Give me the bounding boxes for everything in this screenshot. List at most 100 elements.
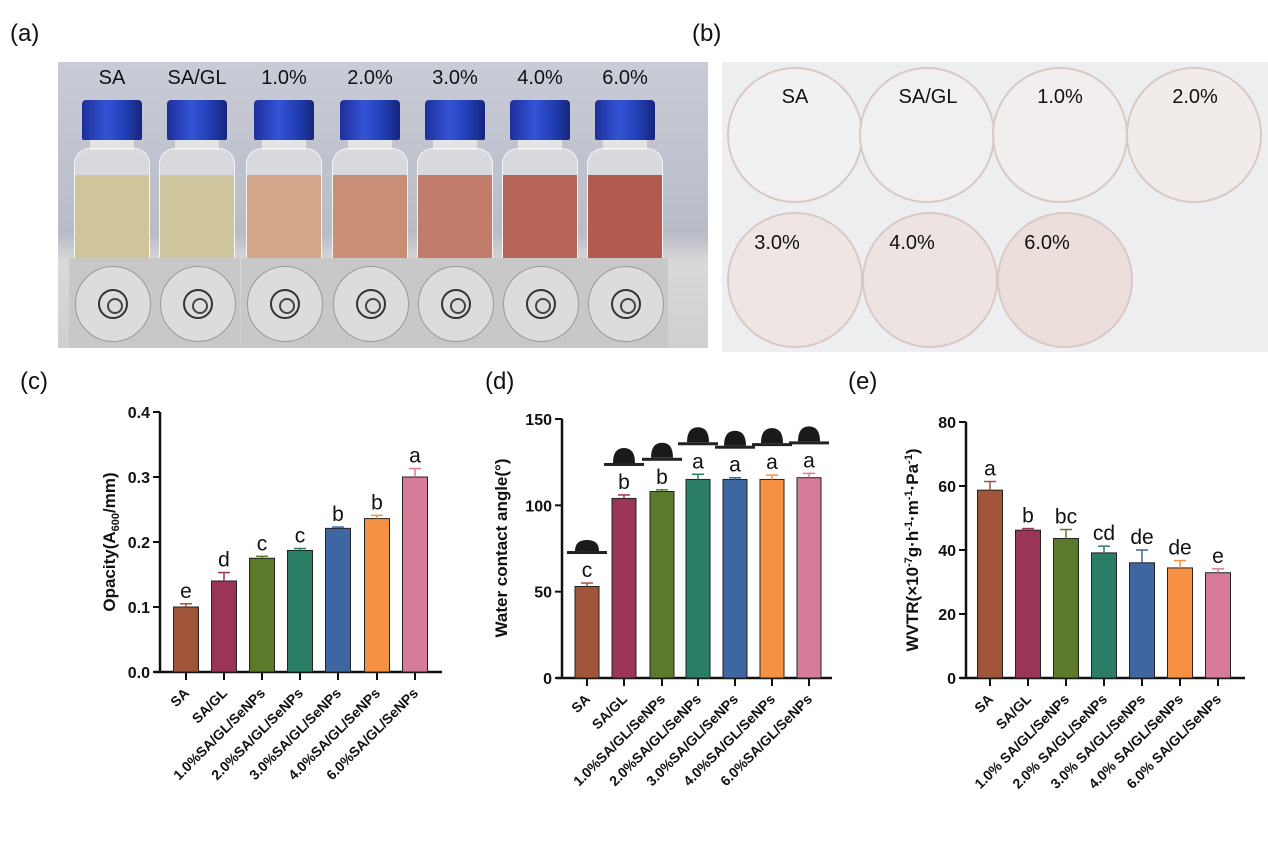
film-sample <box>992 67 1128 203</box>
bar <box>1053 537 1079 679</box>
significance-letter: b <box>1022 505 1034 528</box>
y-label-subscript: 600 <box>110 513 122 531</box>
significance-letter: c <box>295 525 306 548</box>
droplet-baseline <box>752 443 792 447</box>
water-droplet-icon <box>761 428 783 444</box>
bar <box>796 477 822 679</box>
bottles-photo: SA SA/GL 1.0% 2.0% 3.0% 4.0% 6.0% <box>58 62 708 348</box>
bottle-label: SA <box>98 67 126 89</box>
y-tick-label: 150 <box>525 412 552 429</box>
bar <box>1129 562 1155 679</box>
film-disc <box>412 258 498 348</box>
y-label-text: ·Pa <box>903 463 922 490</box>
y-label-text: g·h <box>903 531 922 557</box>
bottle-cap <box>167 100 227 140</box>
bar <box>977 489 1003 679</box>
disc <box>588 266 664 342</box>
disc <box>160 266 236 342</box>
significance-letter: de <box>1168 537 1191 560</box>
bar <box>722 478 748 679</box>
y-tick-label: 100 <box>525 498 552 515</box>
x-tick-label: SA <box>568 691 593 716</box>
significance-letter: de <box>1130 526 1153 549</box>
y-axis-label: Opacity(A600/mm) <box>100 472 122 611</box>
bottle-cap <box>510 100 570 140</box>
bar <box>402 476 428 673</box>
panel-label-c: (c) <box>20 368 48 395</box>
significance-letter: b <box>656 466 668 489</box>
y-label-superscript: -1 <box>903 454 915 464</box>
bottle-neck <box>603 140 647 150</box>
film-label: 3.0% <box>754 232 800 254</box>
y-tick-label: 40 <box>938 543 956 560</box>
bottle-label: 1.0% <box>261 67 307 89</box>
water-droplet-icon <box>613 447 635 463</box>
droplet-baseline <box>567 551 607 555</box>
water-droplet-icon <box>687 427 709 443</box>
bar <box>685 478 711 679</box>
bottle-label: 3.0% <box>432 67 478 89</box>
significance-letter: cd <box>1093 522 1115 545</box>
panel-label-b: (b) <box>692 20 722 47</box>
significance-letter: c <box>582 559 593 582</box>
y-tick-label: 20 <box>938 607 956 624</box>
y-tick-label: 0.2 <box>128 535 150 552</box>
bar <box>574 585 600 679</box>
y-label-superscript: -1 <box>903 490 915 500</box>
water-droplet-icon <box>724 430 746 446</box>
droplet-baseline <box>642 457 682 461</box>
y-tick-label: 0.1 <box>128 600 150 617</box>
droplet-baseline <box>604 462 644 466</box>
bar <box>364 518 390 673</box>
disc <box>247 266 323 342</box>
film-label: SA <box>781 86 809 108</box>
y-axis-label: Water contact angle(°) <box>492 458 511 637</box>
significance-letter: a <box>803 449 815 472</box>
film-sample <box>1126 67 1262 203</box>
y-label-text: ·m <box>903 500 922 521</box>
film-sample <box>727 67 863 203</box>
logo-seal-icon <box>611 289 641 319</box>
bar <box>211 580 237 673</box>
bottle-cap <box>595 100 655 140</box>
film-label: SA/GL <box>898 86 958 108</box>
bottle-cap <box>425 100 485 140</box>
significance-letter: c <box>257 532 268 555</box>
significance-letter: a <box>409 445 421 468</box>
disc <box>503 266 579 342</box>
bottle-cap <box>340 100 400 140</box>
significance-letter: a <box>692 450 704 473</box>
y-tick-label: 0 <box>543 671 552 688</box>
logo-seal-icon <box>356 289 386 319</box>
significance-letter: b <box>371 491 383 514</box>
film-sample <box>859 67 995 203</box>
film-disc <box>241 258 327 348</box>
bar <box>1167 567 1193 679</box>
disc <box>333 266 409 342</box>
bottle-cap <box>82 100 142 140</box>
significance-letter: d <box>218 549 230 572</box>
film-disc <box>582 258 668 348</box>
panel-label-d: (d) <box>485 368 515 395</box>
significance-letter: a <box>984 458 996 481</box>
film-sample <box>862 212 998 348</box>
bar <box>173 606 199 673</box>
y-label-text: Water contact angle(°) <box>492 458 511 637</box>
significance-letter: a <box>766 451 778 474</box>
y-tick-label: 80 <box>938 415 956 432</box>
bar <box>325 527 351 673</box>
bottle-neck <box>262 140 306 150</box>
logo-seal-icon <box>441 289 471 319</box>
bar <box>287 549 313 673</box>
logo-seal-icon <box>526 289 556 319</box>
bar <box>649 491 675 679</box>
bar <box>611 497 637 679</box>
bottle-cap <box>254 100 314 140</box>
bottle-neck <box>433 140 477 150</box>
logo-seal-icon <box>183 289 213 319</box>
droplet-baseline <box>678 442 718 446</box>
y-label-superscript: -7 <box>903 557 915 567</box>
films-photo: SA SA/GL 1.0% 2.0% 3.0% 4.0% 6.0% <box>722 62 1268 352</box>
y-tick-label: 0.4 <box>128 405 150 422</box>
